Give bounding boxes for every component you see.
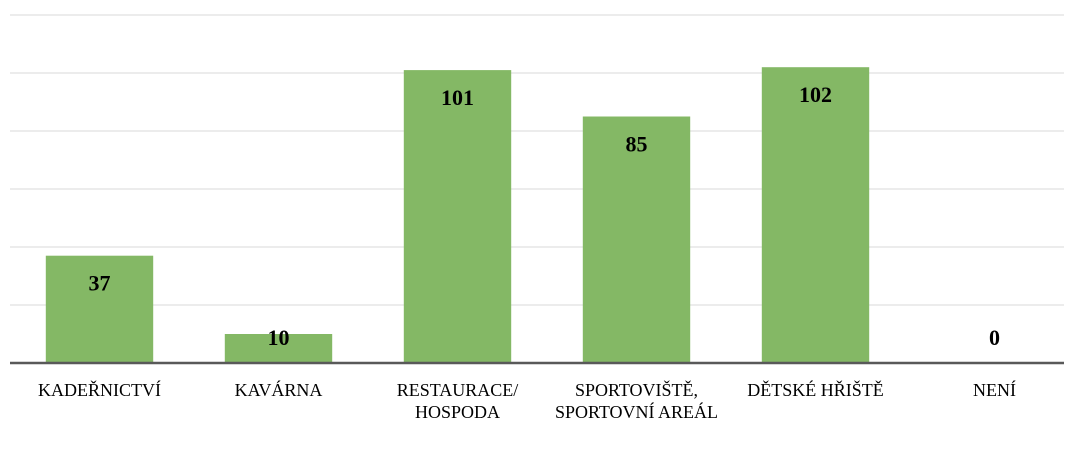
x-tick-label: KADEŘNICTVÍ	[38, 380, 161, 400]
bar	[582, 116, 691, 363]
x-tick-label: SPORTOVIŠTĚ, SPORTOVNÍ AREÁL	[554, 380, 719, 422]
x-tick-label: NENÍ	[973, 380, 1016, 400]
bar	[403, 70, 512, 363]
data-label: 10	[268, 325, 290, 350]
data-label: 102	[799, 82, 832, 107]
x-tick-label: DĚTSKÉ HŘIŠTĚ	[747, 380, 884, 400]
data-label: 37	[89, 271, 111, 296]
bar	[224, 334, 333, 363]
data-label: 0	[989, 325, 1000, 350]
data-label: 101	[441, 85, 474, 110]
bar	[761, 67, 870, 363]
x-tick-label: RESTAURACE/ HOSPODA	[396, 380, 519, 422]
data-label: 85	[626, 132, 648, 157]
bar	[45, 255, 154, 363]
x-tick-label: KAVÁRNA	[234, 380, 323, 400]
